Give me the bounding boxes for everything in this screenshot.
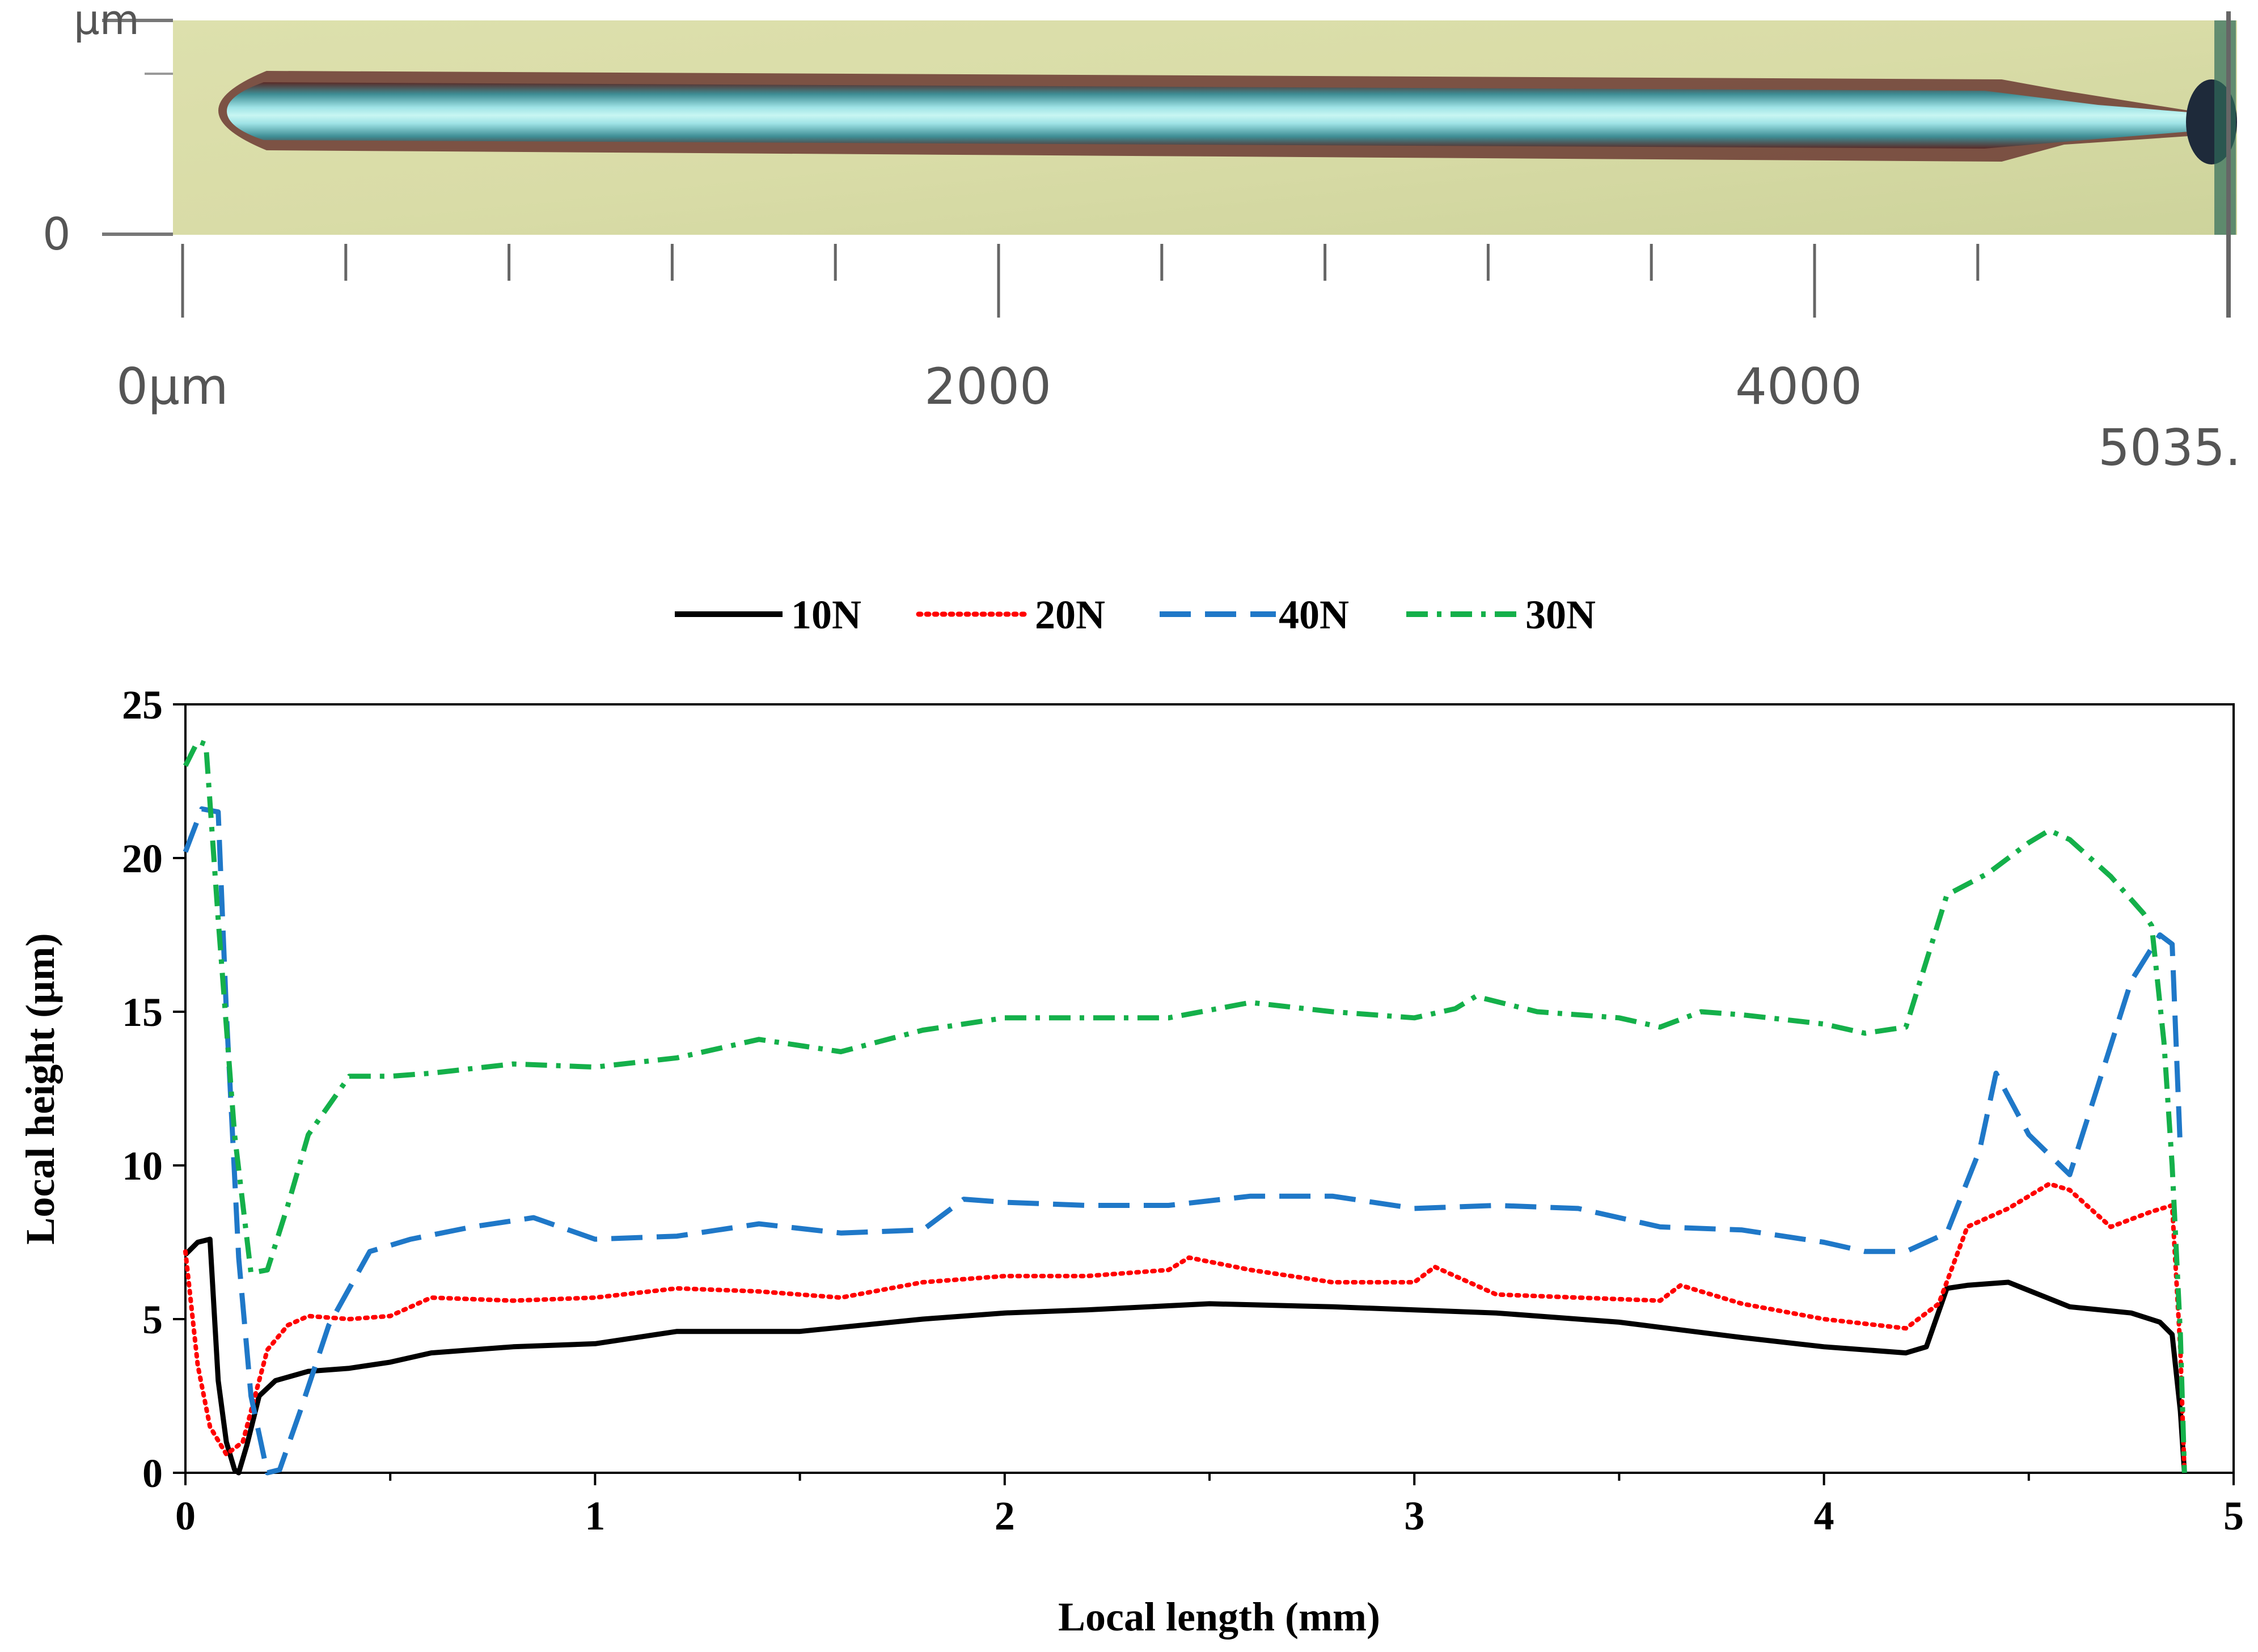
x-tick-label: 3 <box>1404 1493 1424 1539</box>
legend-item-20N: 20N <box>916 592 1105 637</box>
axis-ticks: 0 1 2 3 4 5 0 5 10 15 20 25 <box>122 682 2244 1539</box>
legend-label-10N: 10N <box>791 592 861 637</box>
micrograph-x-label-0: 0µm <box>116 357 229 416</box>
x-tick-label: 2 <box>995 1493 1015 1539</box>
legend-item-40N: 40N <box>1160 592 1349 637</box>
micrograph-y-zero-label: 0 <box>43 209 71 260</box>
legend-item-10N: 10N <box>675 592 861 637</box>
x-axis-title: Local length (mm) <box>1058 1594 1380 1640</box>
y-tick-label: 15 <box>122 990 163 1035</box>
micrograph-x-end-label: 5035. <box>2098 419 2241 477</box>
legend-label-30N: 30N <box>1525 592 1596 637</box>
micrograph-panel: µm 0 0µm 2000 4000 5035. <box>43 0 2241 477</box>
plot-area <box>184 703 2235 1474</box>
line-chart: 0 1 2 3 4 5 0 5 10 15 20 25 Local length (mm) Local… <box>18 682 2244 1640</box>
micrograph-x-ruler <box>181 11 2231 318</box>
micrograph-x-label-4000: 4000 <box>1735 357 1862 416</box>
y-tick-label: 25 <box>122 682 163 728</box>
legend: 10N 20N 40N 30N <box>675 592 1596 637</box>
x-tick-label: 1 <box>585 1493 605 1539</box>
legend-label-40N: 40N <box>1279 592 1349 637</box>
groove-track <box>227 82 2189 149</box>
series-line-10N <box>183 1236 2187 1476</box>
y-tick-label: 20 <box>122 836 163 881</box>
legend-item-30N: 30N <box>1406 592 1596 637</box>
y-tick-label: 5 <box>142 1297 163 1342</box>
micrograph-x-label-2000: 2000 <box>924 357 1051 416</box>
x-tick-label: 5 <box>2223 1493 2244 1539</box>
y-tick-label: 10 <box>122 1143 163 1189</box>
x-tick-label: 0 <box>175 1493 196 1539</box>
y-tick-label: 0 <box>142 1451 163 1496</box>
series-line-40N <box>183 806 2183 1476</box>
series-line-20N <box>183 1181 2187 1475</box>
micrograph-y-unit-label: µm <box>74 0 139 44</box>
x-tick-label: 4 <box>1814 1493 1834 1539</box>
series-lines <box>183 738 2187 1476</box>
legend-label-20N: 20N <box>1035 592 1105 637</box>
series-line-30N <box>183 738 2187 1473</box>
micrograph-right-edge <box>2214 20 2236 235</box>
y-axis-title: Local height (µm) <box>18 933 63 1244</box>
